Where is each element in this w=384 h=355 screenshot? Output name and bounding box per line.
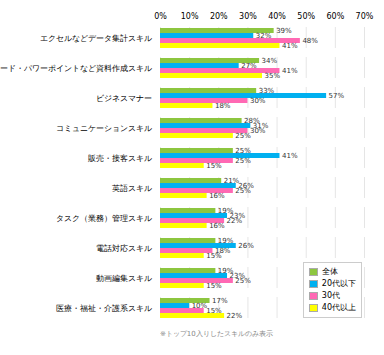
svg-text:30%: 30% <box>250 97 266 105</box>
svg-text:26%: 26% <box>238 242 254 250</box>
svg-text:タスク（業務）管理スキル: タスク（業務）管理スキル <box>56 214 152 223</box>
svg-text:18%: 18% <box>215 247 231 256</box>
html-text:40代以上: 40代以上 <box>321 303 356 312</box>
svg-text:33%: 33% <box>259 87 275 95</box>
svg-text:22%: 22% <box>227 217 243 225</box>
html-text:30代: 30代 <box>321 291 340 300</box>
svg-text:ビジネスマナー: ビジネスマナー <box>96 94 152 103</box>
svg-text:電話対応スキル: 電話対応スキル <box>96 244 152 253</box>
svg-text:40%: 40% <box>268 12 286 21</box>
svg-text:医療・福祉・介護系スキル: 医療・福祉・介護系スキル <box>56 304 152 313</box>
svg-text:18%: 18% <box>215 102 231 110</box>
svg-text:31%: 31% <box>252 122 269 131</box>
svg-text:30%: 30% <box>250 127 266 135</box>
svg-text:25%: 25% <box>235 187 251 195</box>
svg-text:15%: 15% <box>206 307 222 315</box>
svg-text:35%: 35% <box>265 72 281 80</box>
html-text:20代以下: 20代以下 <box>321 279 356 288</box>
svg-text:22%: 22% <box>227 312 243 320</box>
svg-text:21%: 21% <box>224 177 240 185</box>
svg-text:41%: 41% <box>282 42 298 50</box>
svg-text:23%: 23% <box>229 212 246 221</box>
html-text:※トップ10入りしたスキルのみ表示: ※トップ10入りしたスキルのみ表示 <box>160 330 273 338</box>
svg-text:販売・接客スキル: 販売・接客スキル <box>88 154 152 163</box>
svg-text:57%: 57% <box>329 92 345 100</box>
svg-text:19%: 19% <box>217 267 234 276</box>
svg-text:17%: 17% <box>212 297 228 305</box>
svg-text:15%: 15% <box>206 162 222 170</box>
svg-text:0%: 0% <box>154 12 167 21</box>
svg-text:英語スキル: 英語スキル <box>112 184 152 193</box>
svg-text:25%: 25% <box>235 157 251 165</box>
svg-text:16%: 16% <box>209 192 225 200</box>
html-text:全体: 全体 <box>321 267 338 276</box>
svg-text:50%: 50% <box>297 12 315 21</box>
svg-text:30%: 30% <box>239 12 257 21</box>
svg-text:15%: 15% <box>206 252 222 260</box>
svg-text:41%: 41% <box>282 67 298 75</box>
svg-text:10%: 10% <box>181 12 199 21</box>
svg-text:48%: 48% <box>302 37 318 45</box>
svg-text:25%: 25% <box>235 132 251 140</box>
svg-text:10%: 10% <box>192 302 208 310</box>
svg-text:26%: 26% <box>238 182 254 191</box>
svg-text:動画編集スキル: 動画編集スキル <box>96 274 152 283</box>
svg-text:19%: 19% <box>218 237 234 245</box>
svg-text:20%: 20% <box>210 12 228 21</box>
svg-text:34%: 34% <box>262 57 278 65</box>
svg-text:エクセルなどデータ集計スキル: エクセルなどデータ集計スキル <box>40 34 152 43</box>
svg-text:70%: 70% <box>356 12 374 21</box>
svg-text:コミュニケーションスキル: コミュニケーションスキル <box>56 124 152 133</box>
svg-text:25%: 25% <box>235 147 251 155</box>
svg-text:60%: 60% <box>326 12 344 21</box>
svg-text:23%: 23% <box>229 272 246 281</box>
svg-text:27%: 27% <box>241 62 257 70</box>
svg-text:32%: 32% <box>256 32 272 40</box>
svg-text:16%: 16% <box>209 222 225 230</box>
svg-text:39%: 39% <box>276 27 292 35</box>
svg-text:28%: 28% <box>244 117 260 126</box>
svg-text:41%: 41% <box>282 152 298 160</box>
svg-text:15%: 15% <box>206 282 222 290</box>
svg-text:ワード・パワーポイントなど資料作成スキル: ワード・パワーポイントなど資料作成スキル <box>0 64 152 73</box>
svg-text:19%: 19% <box>217 207 234 216</box>
svg-text:25%: 25% <box>235 277 251 285</box>
